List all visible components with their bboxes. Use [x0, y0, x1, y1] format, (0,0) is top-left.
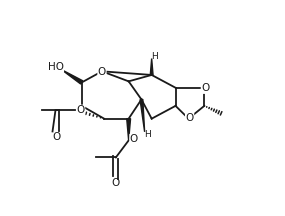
Polygon shape: [127, 119, 131, 140]
Text: O: O: [77, 105, 85, 115]
Text: HO: HO: [48, 62, 64, 73]
Text: O: O: [201, 83, 209, 93]
Text: O: O: [53, 132, 61, 142]
Text: O: O: [186, 113, 194, 123]
Text: O: O: [112, 178, 120, 188]
Text: O: O: [130, 134, 138, 144]
Text: O: O: [98, 67, 106, 77]
Polygon shape: [140, 99, 144, 132]
Polygon shape: [62, 70, 83, 84]
Text: H: H: [144, 130, 150, 138]
Polygon shape: [150, 59, 153, 75]
Text: H: H: [151, 52, 158, 61]
